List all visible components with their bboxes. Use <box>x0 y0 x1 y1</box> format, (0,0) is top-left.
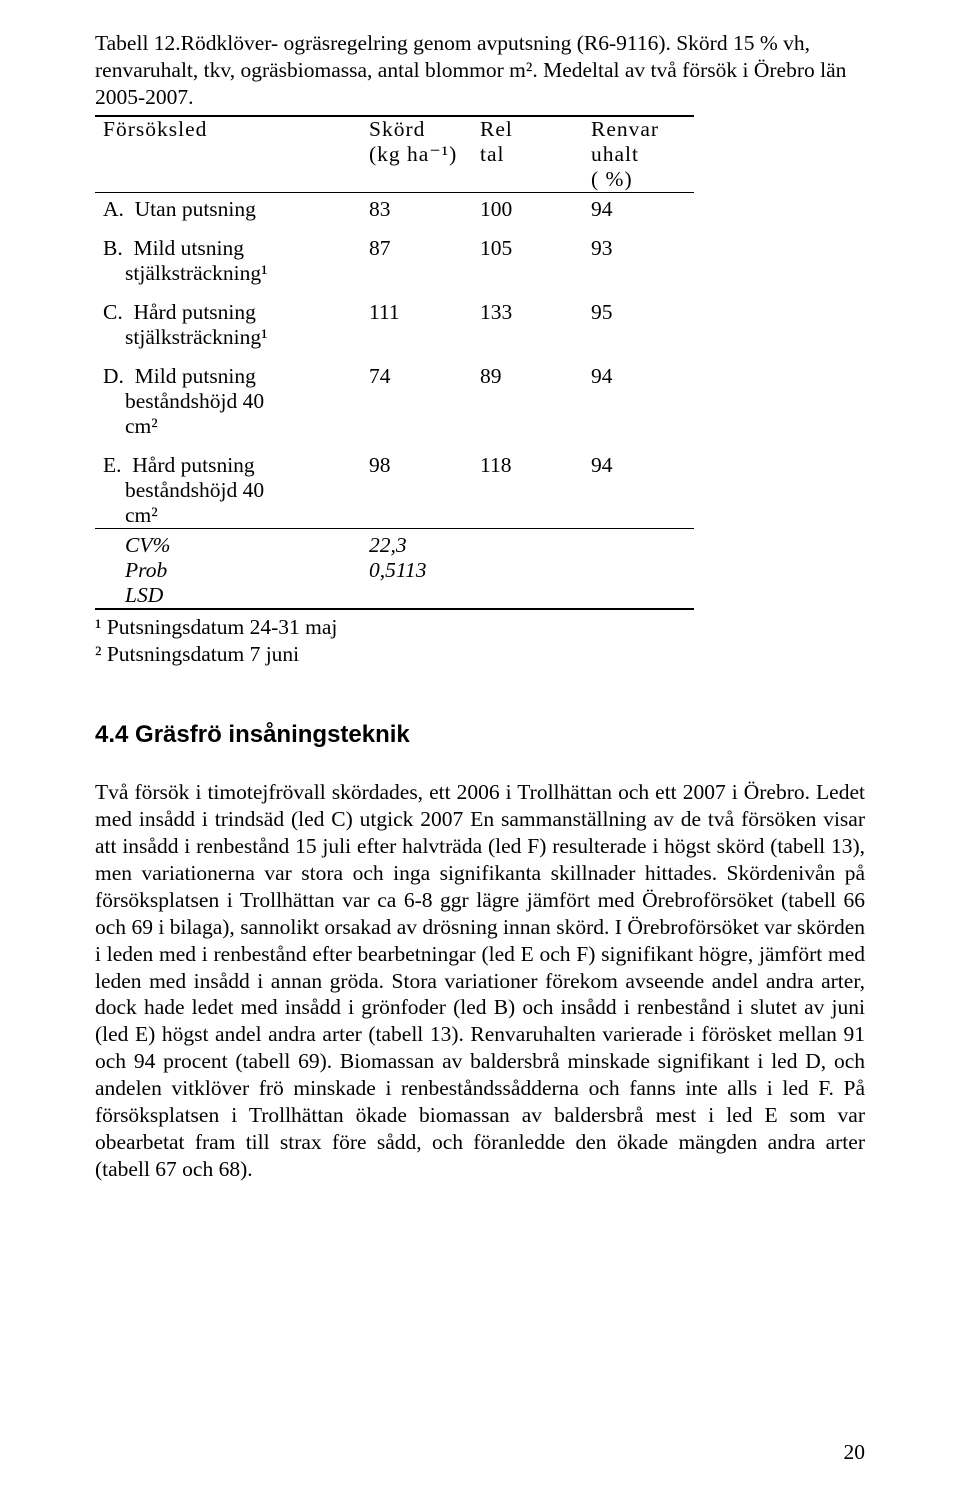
row-sublabel: beståndshöjd 40 <box>95 389 361 414</box>
row-letter: B. <box>103 236 123 260</box>
data-table: Försöksled Skörd Rel Renvar (kg ha⁻¹) ta… <box>95 115 694 612</box>
row-sublabel: stjälksträckning¹ <box>95 261 361 286</box>
table-caption: Tabell 12.Rödklöver- ogräsregelring geno… <box>95 30 865 111</box>
cell: 98 <box>361 453 472 478</box>
row-sublabel2: cm² <box>95 414 361 439</box>
table-row: E. Hård putsning 98 118 94 <box>95 453 694 478</box>
row-letter: C. <box>103 300 123 324</box>
cell: 89 <box>472 364 583 389</box>
cell: 93 <box>583 236 694 261</box>
cell: 74 <box>361 364 472 389</box>
page-number: 20 <box>844 1440 866 1465</box>
cell: 111 <box>361 300 472 325</box>
row-sublabel: beståndshöjd 40 <box>95 478 361 503</box>
table-row: B. Mild utsning 87 105 93 <box>95 236 694 261</box>
cv-label: CV% <box>125 533 170 557</box>
cell: 100 <box>472 197 583 222</box>
col-header-4c: ( %) <box>583 167 694 193</box>
prob-label: Prob <box>125 558 167 582</box>
col-header-3a: Rel <box>472 116 583 142</box>
section-heading: 4.4 Gräsfrö insåningsteknik <box>95 721 865 749</box>
row-label: Mild utsning <box>133 236 244 260</box>
cell: 133 <box>472 300 583 325</box>
cell: 87 <box>361 236 472 261</box>
cell: 94 <box>583 364 694 389</box>
table-row: D. Mild putsning 74 89 94 <box>95 364 694 389</box>
cv-value: 22,3 <box>361 533 472 558</box>
footnote-2: ² Putsningsdatum 7 juni <box>95 641 865 668</box>
col-header-1: Försöksled <box>95 116 361 142</box>
row-letter: A. <box>103 197 124 221</box>
cell: 83 <box>361 197 472 222</box>
table-row-stats: LSD <box>95 583 694 609</box>
table-row: C. Hård putsning 111 133 95 <box>95 300 694 325</box>
row-label: Hård putsning <box>133 300 255 324</box>
cell: 105 <box>472 236 583 261</box>
prob-value: 0,5113 <box>361 558 472 583</box>
col-header-2b: (kg ha⁻¹) <box>361 142 472 167</box>
row-letter: D. <box>103 364 124 388</box>
cell: 94 <box>583 453 694 478</box>
col-header-3b: tal <box>472 142 583 167</box>
lsd-label: LSD <box>125 583 163 607</box>
cell: 94 <box>583 197 694 222</box>
footnote-1: ¹ Putsningsdatum 24-31 maj <box>95 614 865 641</box>
col-header-4a: Renvar <box>583 116 694 142</box>
col-header-2a: Skörd <box>361 116 472 142</box>
row-label: Hård putsning <box>132 453 254 477</box>
row-sublabel2: cm² <box>95 503 361 529</box>
row-label: Utan putsning <box>135 197 256 221</box>
row-label: Mild putsning <box>135 364 256 388</box>
cell: 118 <box>472 453 583 478</box>
table-row-stats: CV% 22,3 <box>95 533 694 558</box>
body-paragraph: Två försök i timotejfrövall skördades, e… <box>95 779 865 1182</box>
table-row: A. Utan putsning 83 100 94 <box>95 197 694 222</box>
row-sublabel: stjälksträckning¹ <box>95 325 361 350</box>
col-header-4b: uhalt <box>583 142 694 167</box>
table-row-stats: Prob 0,5113 <box>95 558 694 583</box>
row-letter: E. <box>103 453 122 477</box>
cell: 95 <box>583 300 694 325</box>
